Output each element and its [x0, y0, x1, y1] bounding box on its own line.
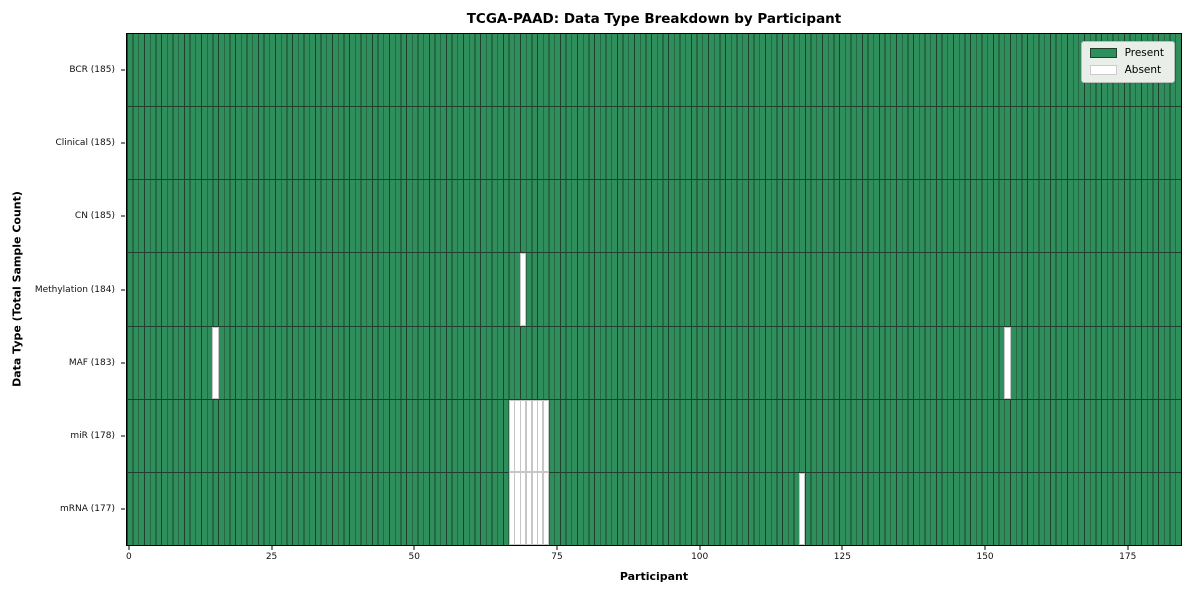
x-tick-label: 0 — [125, 552, 132, 562]
absent-cell — [537, 471, 544, 545]
x-tick-label: 75 — [551, 552, 563, 562]
y-tick-label: mRNA (177) — [60, 504, 115, 515]
absent-cell — [520, 399, 527, 472]
x-tick-mark — [699, 546, 701, 550]
legend-item-present: Present — [1089, 47, 1164, 59]
matrix-row-cn — [127, 179, 1181, 253]
y-tick-mark — [121, 142, 125, 144]
absent-cell — [525, 399, 532, 472]
absent-cell — [531, 471, 538, 545]
y-tick-mark — [121, 362, 125, 364]
absent-cell — [1004, 326, 1011, 399]
y-tick-mark — [121, 289, 125, 290]
absent-cell — [514, 471, 521, 545]
x-tick-mark — [271, 546, 273, 550]
x-axis-title: Participant — [619, 570, 689, 583]
y-tick-mark — [121, 215, 125, 217]
x-tick-label: 175 — [1119, 552, 1137, 562]
legend-swatch-absent — [1089, 64, 1117, 75]
x-tick-label: 125 — [833, 552, 851, 562]
plot-area: Present Absent — [126, 33, 1182, 546]
absent-cell — [508, 471, 515, 545]
absent-cell — [520, 471, 527, 545]
y-tick-label: miR (178) — [70, 431, 115, 442]
absent-cell — [799, 472, 806, 545]
y-tick-mark — [121, 508, 125, 510]
y-tick-mark — [121, 69, 125, 71]
x-tick-label: 150 — [976, 552, 994, 562]
matrix-row-bcr — [127, 34, 1181, 107]
legend: Present Absent — [1080, 41, 1175, 83]
absent-cell — [508, 399, 515, 472]
x-tick-mark — [128, 546, 130, 550]
absent-cell — [537, 399, 544, 472]
y-axis: BCR (185) Clinical (185) CN (185) Methylati… — [0, 33, 126, 546]
x-tick-mark — [556, 546, 558, 550]
x-tick-label: 100 — [691, 552, 709, 562]
matrix-row-methylation — [127, 252, 1181, 326]
legend-item-absent: Absent — [1089, 63, 1164, 76]
x-tick-label: 50 — [408, 552, 420, 562]
y-tick-label: BCR (185) — [69, 64, 115, 75]
y-tick-label: Clinical (185) — [55, 137, 115, 148]
chart-title: TCGA-PAAD: Data Type Breakdown by Partic… — [466, 11, 842, 27]
y-tick-label: MAF (183) — [68, 357, 115, 368]
absent-cell — [514, 399, 521, 472]
absent-cell — [212, 326, 219, 399]
y-tick-label: Methylation (184) — [34, 284, 115, 295]
x-tick-mark — [984, 546, 986, 550]
x-tick-mark — [1127, 546, 1129, 550]
matrix — [127, 34, 1181, 545]
absent-cell — [520, 253, 527, 326]
legend-label: Absent — [1124, 63, 1162, 76]
x-axis: 0 25 50 75 100 125 150 175 — [126, 546, 1182, 570]
matrix-row-mrna — [127, 471, 1181, 545]
matrix-row-mir — [127, 398, 1181, 472]
matrix-row-clinical — [127, 106, 1181, 180]
x-tick-label: 25 — [265, 552, 278, 562]
absent-cell — [542, 471, 550, 545]
absent-cell — [531, 399, 538, 472]
y-tick-label: CN (185) — [74, 211, 115, 222]
absent-cell — [542, 399, 550, 472]
x-tick-mark — [413, 546, 415, 550]
matrix-row-maf — [127, 325, 1181, 399]
x-tick-mark — [841, 546, 843, 550]
absent-cell — [525, 471, 532, 545]
legend-swatch-present — [1089, 48, 1117, 59]
legend-label: Present — [1124, 47, 1164, 59]
y-tick-mark — [121, 435, 125, 437]
